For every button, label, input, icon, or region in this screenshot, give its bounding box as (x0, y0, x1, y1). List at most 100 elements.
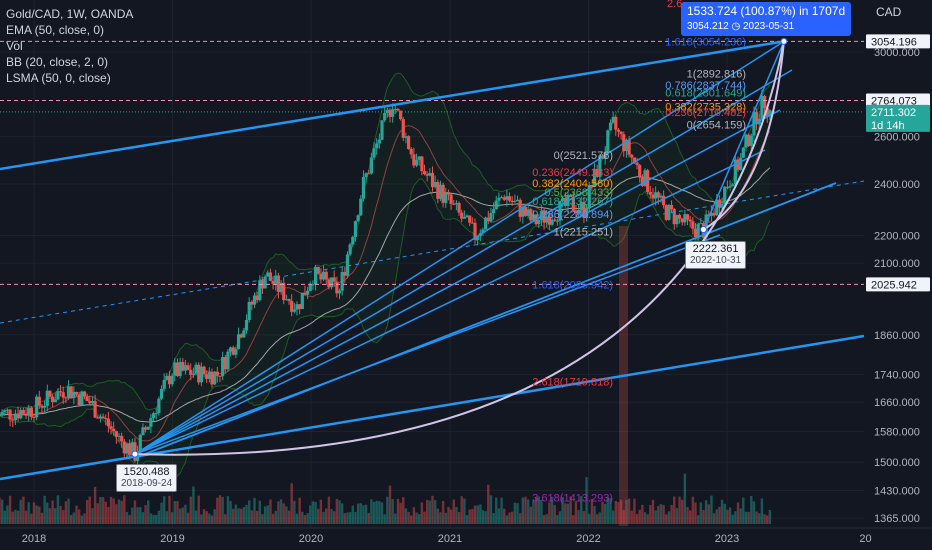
measure-line-2: 3054.212 ◷ 2023-05-31 (687, 21, 795, 32)
volume-bar (295, 513, 299, 524)
volume-bar (176, 501, 179, 524)
fan-line (134, 40, 785, 455)
volume-bar (43, 495, 46, 524)
volume-bar (27, 502, 30, 524)
fib-lower-label: 0.236(2449.283) (532, 167, 613, 179)
volume-bar (0, 497, 1, 524)
volume-bar (335, 498, 339, 524)
volume-bar (117, 499, 121, 524)
volume-bar (611, 510, 615, 524)
volume-bar (635, 514, 639, 524)
candle-body (43, 405, 47, 408)
candle-body (664, 205, 668, 220)
candle-body (542, 211, 546, 223)
volume-bar (364, 504, 368, 524)
volume-bar (627, 498, 631, 524)
volume-bar (131, 507, 134, 524)
volume-bar (99, 497, 102, 524)
channel-top-line (0, 40, 785, 171)
volume-bar (386, 496, 389, 524)
measure-tooltip: 1533.724 (100.87%) in 1707d 3054.212 ◷ 2… (681, 2, 852, 36)
price-tag-box (866, 277, 930, 292)
candle-body (383, 112, 387, 121)
candle-body (531, 214, 536, 221)
candle-body (377, 139, 381, 144)
candle-body (266, 272, 270, 277)
candle-body (194, 364, 198, 374)
candle-body (271, 280, 275, 284)
candle-body (343, 272, 347, 276)
volume-bar (194, 510, 198, 524)
lsma-line (0, 125, 771, 442)
legend-lsma[interactable]: LSMA (50, 0, close) (6, 71, 111, 85)
candle-body (391, 109, 395, 117)
candle-body (345, 254, 350, 276)
candle-body (438, 184, 443, 199)
candle-body (587, 185, 591, 209)
volume-bar (40, 512, 44, 524)
volume-bar (271, 513, 275, 524)
volume-bar (572, 515, 575, 524)
volume-bar (420, 502, 424, 524)
volume-bar (529, 506, 532, 524)
time-tick-label: 2021 (438, 533, 462, 545)
fib-upper-label: 2.6 (667, 0, 682, 10)
candle-body (141, 427, 145, 435)
volume-bar (216, 497, 219, 524)
volume-bar (758, 513, 761, 524)
candle-body (236, 334, 241, 349)
volume-bar (577, 510, 580, 524)
volume-bar (332, 511, 336, 524)
candle-body (725, 186, 729, 188)
volume-bar (378, 501, 381, 524)
volume-bar (728, 507, 732, 524)
candle-body (335, 281, 339, 294)
volume-bar (24, 510, 28, 524)
volume-bar (96, 503, 99, 524)
candle-body (399, 110, 403, 120)
candle-body (465, 215, 469, 218)
candle-body (80, 391, 84, 406)
volume-bar (651, 499, 655, 524)
legend-bb[interactable]: BB (20, close, 2, 0) (6, 55, 109, 69)
volume-bar (452, 499, 455, 524)
candle-body (662, 195, 666, 206)
candle-body (292, 309, 296, 312)
volume-bar (380, 502, 384, 524)
price-tick-label: 1860.000 (874, 330, 920, 342)
candle-body (616, 129, 621, 132)
volume-bar (436, 508, 440, 524)
volume-bar (160, 502, 163, 524)
candle-body (348, 244, 352, 255)
volume-bar (173, 501, 177, 524)
candle-body (242, 330, 246, 338)
candle-body (53, 399, 57, 403)
volume-bar (731, 514, 734, 524)
volume-bar (136, 507, 139, 524)
volume-bar (3, 510, 6, 524)
volume-bar (247, 500, 251, 524)
legend-ema[interactable]: EMA (50, close, 0) (6, 23, 105, 37)
volume-bar (120, 500, 123, 524)
candle-body (5, 409, 10, 411)
volume-bar (606, 497, 610, 524)
candle-body (640, 176, 644, 186)
volume-bar (564, 503, 567, 524)
fib-upper-label: 0.382(2735.328) (665, 102, 746, 114)
candle-body (614, 116, 618, 130)
volume-bar (322, 511, 325, 524)
volume-bar (56, 495, 60, 524)
candle-body (279, 282, 283, 292)
volume-bar (428, 500, 432, 524)
volume-bar (688, 510, 692, 524)
fib-arc-inner (702, 41, 785, 231)
candle-body (112, 428, 116, 432)
volume-bar (83, 513, 86, 524)
candle-body (446, 193, 451, 195)
volume-bar (224, 514, 227, 524)
candle-body (37, 396, 41, 406)
volume-bar (311, 501, 315, 524)
legend-vol[interactable]: Vol (6, 39, 23, 53)
candle-body (547, 216, 551, 225)
